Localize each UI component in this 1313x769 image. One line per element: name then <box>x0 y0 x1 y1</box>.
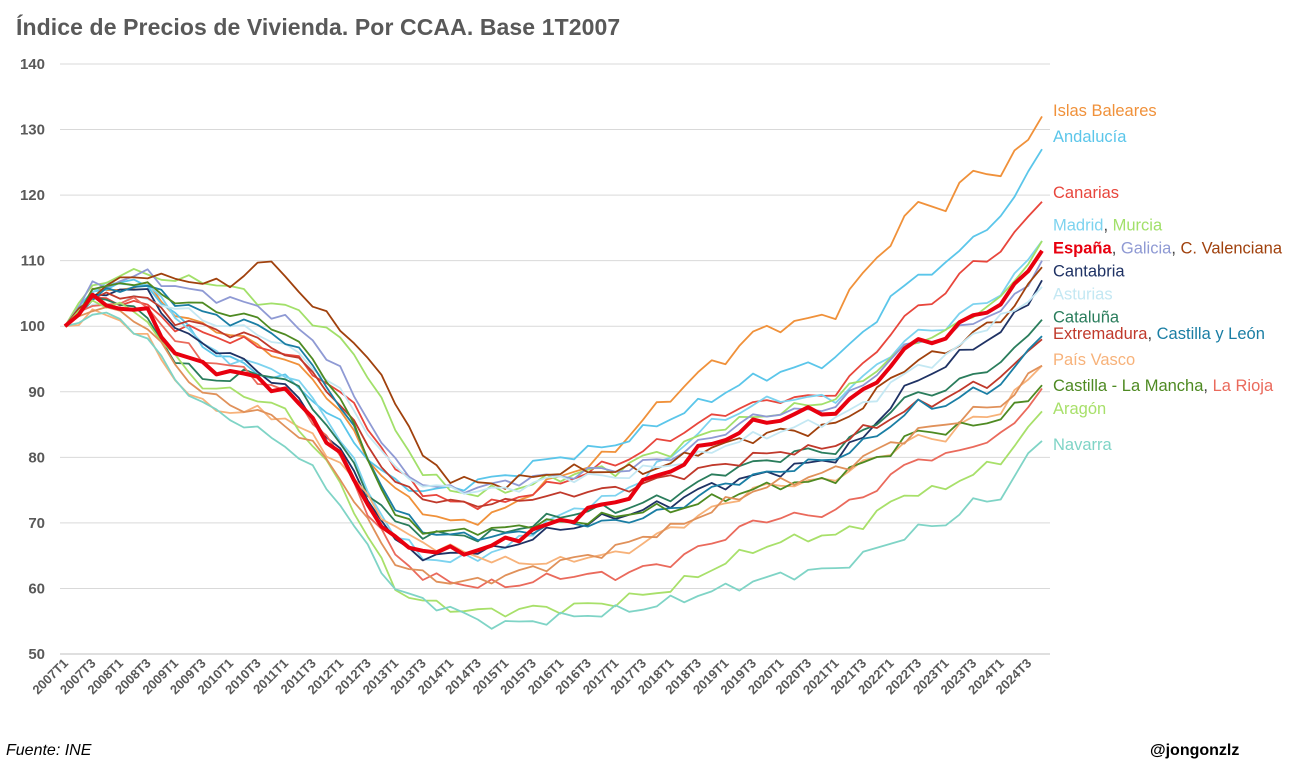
legend-entry: Extremadura, Castilla y León <box>1053 325 1265 343</box>
y-tick-label: 50 <box>28 646 45 663</box>
legend-entry: Aragón <box>1053 400 1106 418</box>
series-line-la-rioja <box>64 296 1043 589</box>
line-chart: 50 60 70 80 90 100 110 120 130 140 2007T12007T320… <box>20 56 1283 698</box>
legend-entry: Cantabria <box>1053 263 1125 281</box>
legend-label: , <box>1103 217 1112 235</box>
legend-label: , <box>1147 325 1156 343</box>
legend-label: Andalucía <box>1053 128 1127 146</box>
series-line-madrid <box>64 240 1043 564</box>
legend-label: Canarias <box>1053 184 1119 202</box>
y-axis-ticks: 50 60 70 80 90 100 110 120 130 140 <box>20 56 45 663</box>
series-line-extremadura <box>64 291 1043 508</box>
series-line-andalucia <box>64 148 1043 493</box>
legend-label: País Vasco <box>1053 351 1135 369</box>
y-tick-label: 90 <box>28 384 45 401</box>
legend-label: , <box>1171 240 1180 258</box>
y-tick-label: 140 <box>20 56 45 73</box>
legend: Islas Baleares Andalucía Canarias Madrid, M… <box>1053 102 1283 454</box>
legend-label: Asturias <box>1053 285 1113 303</box>
legend-label: Galicia <box>1121 240 1172 258</box>
legend-label: Navarra <box>1053 436 1113 454</box>
legend-entry: Madrid, Murcia <box>1053 217 1163 235</box>
legend-entry: Asturias <box>1053 285 1113 303</box>
legend-label: , <box>1203 377 1212 395</box>
legend-label: Castilla y León <box>1157 325 1265 343</box>
legend-label: , <box>1112 240 1121 258</box>
x-axis-ticks: 2007T12007T32008T12008T32009T12009T32010… <box>29 656 1034 698</box>
legend-entry: País Vasco <box>1053 351 1135 369</box>
legend-label: Aragón <box>1053 400 1106 418</box>
y-tick-label: 70 <box>28 515 45 532</box>
y-tick-label: 120 <box>20 187 45 204</box>
legend-entry: Navarra <box>1053 436 1113 454</box>
legend-entry: España, Galicia, C. Valenciana <box>1053 240 1283 258</box>
legend-entry: Cataluña <box>1053 308 1120 326</box>
legend-entry: Canarias <box>1053 184 1119 202</box>
y-tick-label: 110 <box>21 253 45 270</box>
series-line-espana <box>63 249 1044 557</box>
chart-title: Índice de Precios de Vivienda. Por CCAA.… <box>16 14 621 40</box>
legend-label: C. Valenciana <box>1180 240 1282 258</box>
legend-label: La Rioja <box>1213 377 1274 395</box>
series-lines <box>63 115 1044 630</box>
series-line-islas-baleares <box>64 115 1043 526</box>
legend-label: Cataluña <box>1053 308 1120 326</box>
series-line-c-valenciana <box>64 260 1043 490</box>
legend-label: España <box>1053 240 1113 258</box>
series-line-baseline-extra-1 <box>64 306 1043 585</box>
author-handle: @jongonzlz <box>1150 742 1240 759</box>
series-line-navarra <box>64 311 1043 630</box>
y-tick-label: 80 <box>28 449 45 466</box>
series-line-cataluna <box>64 296 1043 543</box>
legend-label: Madrid <box>1053 217 1103 235</box>
series-line-asturias <box>64 286 1043 495</box>
legend-label: Murcia <box>1113 217 1163 235</box>
y-tick-label: 60 <box>28 580 45 597</box>
legend-label: Extremadura <box>1053 325 1148 343</box>
legend-entry: Islas Baleares <box>1053 102 1157 120</box>
source-note: Fuente: INE <box>6 742 92 759</box>
y-tick-label: 100 <box>20 318 45 335</box>
series-line-aragon <box>64 299 1043 618</box>
series-line-canarias <box>64 201 1043 511</box>
y-tick-label: 130 <box>20 122 45 139</box>
legend-label: Islas Baleares <box>1053 102 1157 120</box>
legend-label: Cantabria <box>1053 263 1125 281</box>
legend-label: Castilla - La Mancha <box>1053 377 1204 395</box>
series-line-cantabria <box>64 279 1043 562</box>
legend-entry: Andalucía <box>1053 128 1127 146</box>
legend-entry: Castilla - La Mancha, La Rioja <box>1053 377 1274 395</box>
